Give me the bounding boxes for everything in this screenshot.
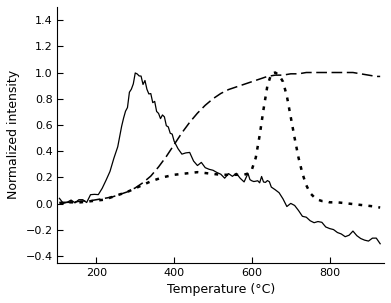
X-axis label: Temperature (°C): Temperature (°C) xyxy=(167,283,275,296)
Y-axis label: Normalized intensity: Normalized intensity xyxy=(7,70,20,199)
